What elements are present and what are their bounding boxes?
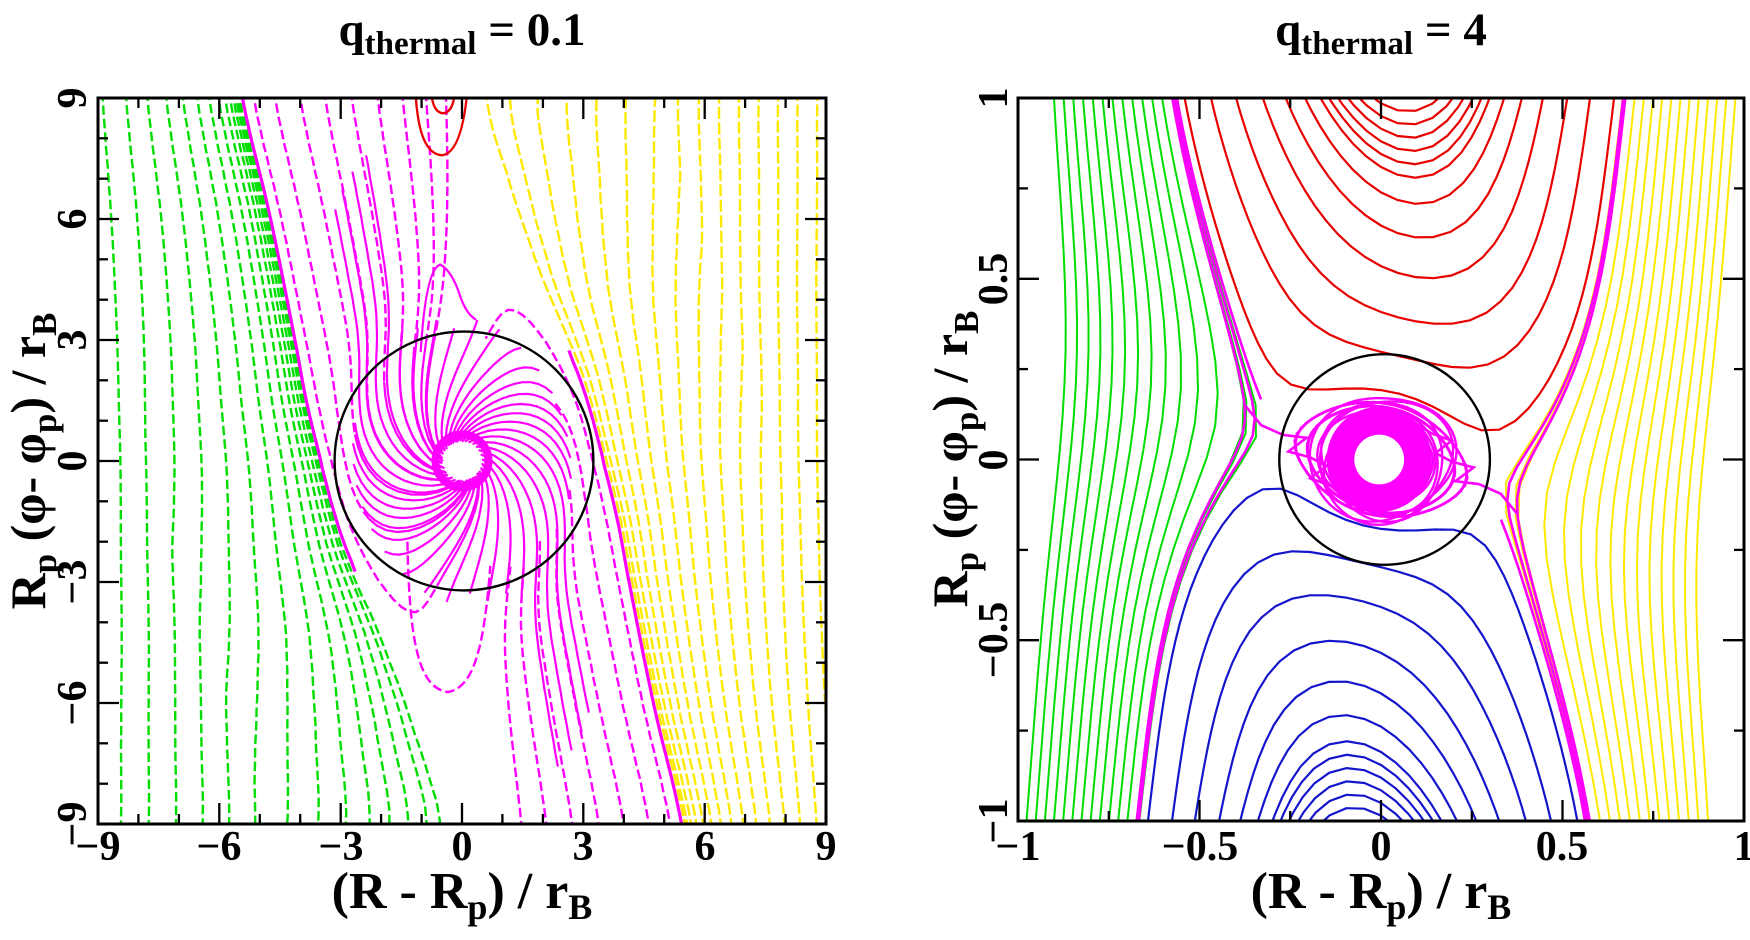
svg-text:−6: −6 [197,824,242,870]
svg-text:(R - Rp) / rB: (R - Rp) / rB [332,863,593,927]
svg-text:−1: −1 [971,799,1017,844]
svg-text:1: 1 [971,88,1017,109]
svg-text:6: 6 [695,824,716,870]
svg-text:9: 9 [816,824,837,870]
svg-text:(R - Rp) / rB: (R - Rp) / rB [1251,863,1512,927]
svg-text:0.5: 0.5 [1536,824,1589,870]
svg-text:9: 9 [50,88,96,109]
svg-text:−0.5: −0.5 [971,602,1017,678]
svg-text:0: 0 [50,451,96,472]
svg-text:−0.5: −0.5 [1162,824,1238,870]
svg-text:−6: −6 [50,681,96,726]
svg-text:3: 3 [573,824,594,870]
svg-text:6: 6 [50,209,96,230]
svg-text:1: 1 [1734,824,1750,870]
svg-text:−9: −9 [50,802,96,847]
svg-text:0.5: 0.5 [971,253,1017,306]
